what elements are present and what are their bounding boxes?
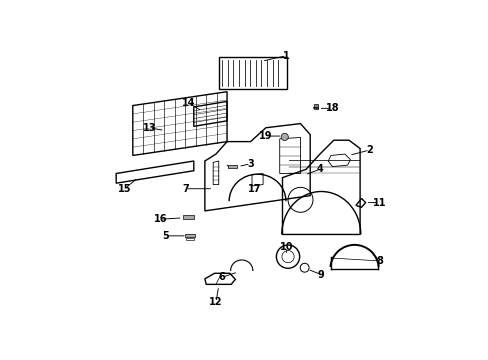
Bar bbox=[185, 238, 193, 240]
Text: 10: 10 bbox=[279, 242, 293, 252]
Text: 4: 4 bbox=[316, 164, 323, 174]
Text: 7: 7 bbox=[182, 184, 188, 194]
Text: 5: 5 bbox=[163, 231, 169, 241]
Text: 17: 17 bbox=[247, 184, 261, 194]
Text: 11: 11 bbox=[372, 198, 386, 208]
Text: 9: 9 bbox=[317, 270, 324, 280]
Text: 19: 19 bbox=[259, 131, 272, 141]
Bar bbox=[228, 165, 237, 168]
Circle shape bbox=[281, 133, 288, 140]
Text: 3: 3 bbox=[247, 159, 253, 169]
Text: 16: 16 bbox=[153, 214, 167, 224]
Text: 6: 6 bbox=[218, 273, 224, 283]
Text: 1: 1 bbox=[283, 51, 289, 61]
Text: 14: 14 bbox=[181, 98, 195, 108]
Text: 15: 15 bbox=[118, 184, 131, 194]
Bar bbox=[185, 234, 195, 237]
Bar bbox=[183, 215, 194, 219]
Text: 8: 8 bbox=[375, 256, 382, 266]
Bar bbox=[314, 104, 317, 109]
Text: 18: 18 bbox=[325, 103, 339, 113]
Text: 12: 12 bbox=[209, 297, 222, 307]
Text: 2: 2 bbox=[366, 145, 372, 155]
Text: 13: 13 bbox=[142, 123, 156, 133]
